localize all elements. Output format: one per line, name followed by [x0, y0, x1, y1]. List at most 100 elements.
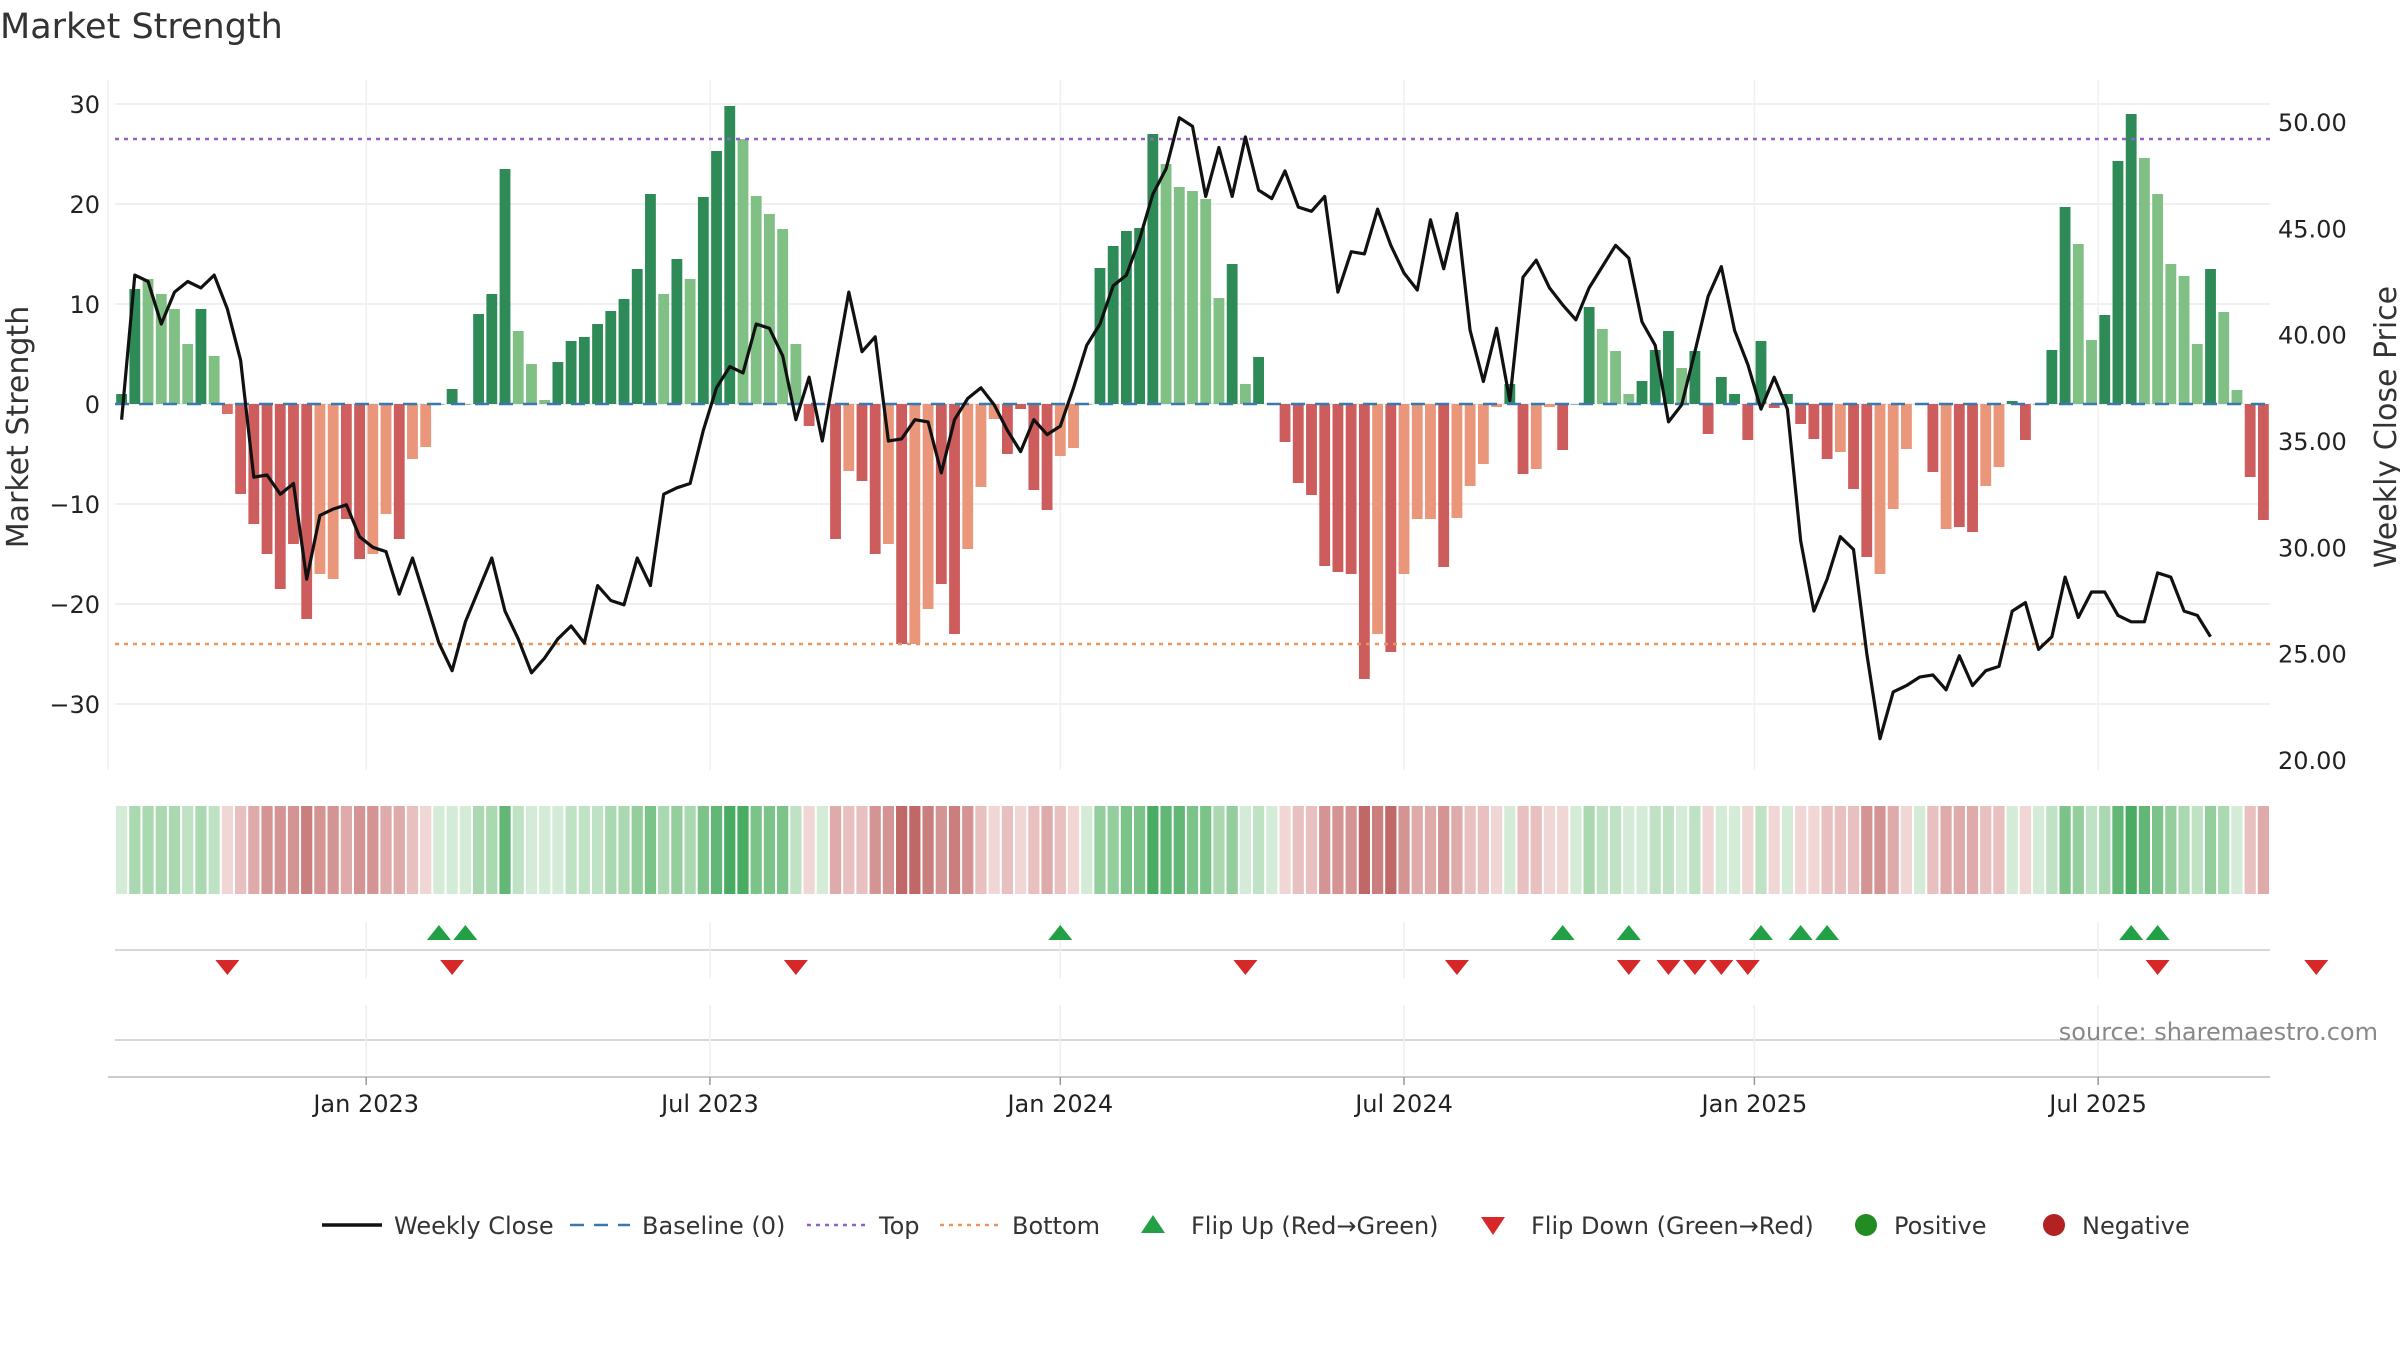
heat-strip-cell — [1583, 806, 1595, 894]
heat-strip-cell — [2231, 806, 2243, 894]
strength-bar — [2099, 315, 2111, 404]
strength-bar — [1213, 298, 1225, 404]
strength-bar — [142, 279, 154, 404]
flip-down-marker — [440, 960, 465, 975]
strength-bar — [803, 404, 815, 426]
strength-bar — [605, 311, 617, 404]
heat-strip-cell — [406, 806, 419, 894]
heat-strip-cell — [1649, 806, 1661, 894]
heat-strip-cell — [671, 806, 683, 894]
heat-strip-cell — [195, 806, 207, 894]
heat-strip-cell — [1001, 806, 1014, 894]
legend-label-negative: Negative — [2082, 1212, 2190, 1240]
strength-bar — [1345, 404, 1357, 574]
heat-strip-cell — [1781, 806, 1794, 894]
strength-bar — [446, 389, 458, 404]
strength-bar — [1901, 404, 1912, 449]
flip-down-marker — [2304, 960, 2329, 975]
strength-bar — [1544, 404, 1555, 407]
heat-strip-cell — [1081, 806, 1093, 894]
strength-bar — [909, 404, 921, 644]
strength-bar — [1953, 404, 1965, 527]
strength-bar — [1477, 404, 1489, 464]
strength-bar — [750, 196, 762, 404]
strength-bar — [1689, 351, 1701, 404]
strength-bar — [407, 404, 418, 459]
strength-bar — [1927, 404, 1939, 472]
y2-tick-label: 50.00 — [2278, 109, 2347, 137]
heat-strip-cell — [393, 806, 405, 894]
heat-strip-cell — [1543, 806, 1556, 894]
strength-bar — [830, 404, 841, 539]
heat-strip-cell — [1795, 806, 1807, 894]
strength-bar — [1874, 404, 1886, 574]
x-tick-label: Jan 2023 — [311, 1090, 419, 1118]
heat-strip-cell — [2033, 806, 2045, 894]
legend-label-flip-down: Flip Down (Green→Red) — [1531, 1212, 1814, 1240]
strength-bar — [2231, 390, 2243, 404]
heat-strip-cell — [1715, 806, 1727, 894]
strength-bar — [2205, 269, 2216, 404]
strength-bar — [856, 404, 868, 481]
strength-bar — [883, 404, 894, 544]
heat-strip-cell — [1054, 806, 1066, 894]
heat-strip-cell — [314, 806, 326, 894]
strength-bar — [1663, 331, 1674, 404]
strength-bar — [2244, 404, 2256, 477]
price-line-layer — [120, 116, 2212, 741]
heat-strip-cell — [2085, 806, 2098, 894]
heat-strip-cell — [962, 806, 974, 894]
y-tick-label: 0 — [85, 391, 100, 419]
x-axis: Jan 2023 Jul 2023 Jan 2024 Jul 2024 Jan 2025… — [108, 1076, 2270, 1118]
strength-bar — [393, 404, 405, 539]
flip-up-marker — [2119, 925, 2144, 940]
strength-bar — [949, 404, 960, 634]
strength-bar — [2125, 114, 2137, 404]
heat-strip-cell — [301, 806, 313, 894]
flip-down-marker — [215, 960, 240, 975]
heat-strip-cell — [1966, 806, 1979, 894]
heat-strip-cell — [1623, 806, 1635, 894]
heat-strip-cell — [446, 806, 458, 894]
heat-strip-cell — [287, 806, 300, 894]
strength-bar — [1530, 404, 1542, 469]
heat-strip-cell — [1292, 806, 1304, 894]
heat-strip-cell — [1636, 806, 1648, 894]
heat-strip-cell — [155, 806, 167, 894]
strength-bar — [1940, 404, 1952, 529]
strength-bar — [565, 341, 577, 404]
heat-strip-cell — [1517, 806, 1529, 894]
heat-strip-cell — [618, 806, 630, 894]
legend: Weekly Close Baseline (0) Top Bottom Flip Up… — [322, 1212, 2190, 1240]
strength-bar — [169, 309, 180, 404]
legend-label-bottom: Bottom — [1012, 1212, 1100, 1240]
legend-swatch-negative — [2043, 1214, 2065, 1236]
heat-strip-cell — [459, 806, 471, 894]
strength-bar — [1464, 404, 1476, 486]
strength-bar — [2072, 244, 2084, 404]
heat-strip-cell — [843, 806, 855, 894]
strength-bar — [962, 404, 974, 549]
strength-bar — [1517, 404, 1529, 474]
heat-strip-cell — [1239, 806, 1251, 894]
strength-bar — [1160, 164, 1172, 404]
heat-strip-cell — [2059, 806, 2071, 894]
strength-bar — [1239, 384, 1251, 404]
strength-bar — [1107, 246, 1119, 404]
strength-bar — [2020, 404, 2031, 440]
strength-bar — [129, 289, 141, 404]
y2-tick-label: 20.00 — [2278, 747, 2347, 775]
flip-down-marker — [1616, 960, 1641, 975]
strength-bar — [1279, 404, 1291, 442]
heat-strip-cell — [909, 806, 921, 894]
strength-bar — [1570, 404, 1582, 405]
strength-bar — [552, 362, 564, 404]
heat-strip-cell — [763, 806, 776, 894]
heat-strip-cell — [750, 806, 762, 894]
heat-strip-cell — [1993, 806, 2005, 894]
flip-up-marker — [453, 925, 478, 940]
strength-bar — [1636, 381, 1648, 404]
strength-bar — [420, 404, 432, 447]
legend-label-weekly-close: Weekly Close — [394, 1212, 554, 1240]
heat-strip-cell — [1755, 806, 1767, 894]
